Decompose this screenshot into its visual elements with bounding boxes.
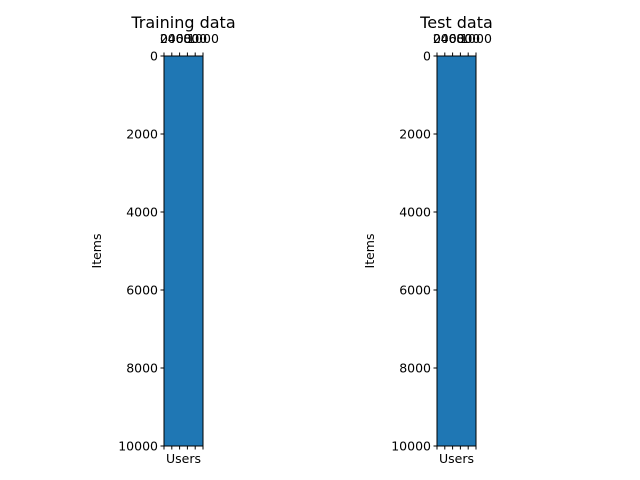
axes-frame	[163, 55, 204, 447]
y-tick-label: 0	[423, 49, 431, 64]
x-tick-label: 200	[160, 31, 184, 46]
y-axis-label: Items	[89, 234, 104, 269]
x-tick-label: 0	[433, 31, 441, 46]
y-tick-label: 6000	[399, 283, 431, 298]
y-tick-label: 2000	[399, 127, 431, 142]
y-tick-label: 2000	[126, 127, 158, 142]
x-tick-label: 600	[448, 31, 472, 46]
x-axis-label: Users	[166, 451, 201, 466]
y-tick-label: 8000	[126, 361, 158, 376]
y-tick-label: 0	[150, 49, 158, 64]
y-tick-label: 4000	[399, 205, 431, 220]
chart-title: Training data	[130, 13, 235, 32]
y-axis-label: Items	[362, 234, 377, 269]
y-tick-label: 10000	[118, 439, 158, 454]
matrix-image	[164, 56, 203, 446]
x-tick-label: 400	[168, 31, 192, 46]
x-tick-label: 1000	[460, 31, 492, 46]
subplot-2: 0 2000 4000 6000 8000 10000 02004006008001000T…	[362, 13, 493, 466]
x-axis-label: Users	[439, 451, 474, 466]
x-tick-label: 200	[433, 31, 457, 46]
chart-title: Test data	[419, 13, 493, 32]
y-tick-label: 8000	[399, 361, 431, 376]
x-tick-label: 400	[441, 31, 465, 46]
subplot-1: 0 2000 4000 6000 8000 10000 02004006008001000T…	[89, 13, 236, 466]
x-tick-label: 800	[456, 31, 480, 46]
matrix-image	[437, 56, 476, 446]
x-tick-label: 600	[175, 31, 199, 46]
y-tick-label: 4000	[126, 205, 158, 220]
axes-frame	[436, 55, 477, 447]
x-tick-label: 1000	[187, 31, 219, 46]
x-tick-label: 800	[183, 31, 207, 46]
x-tick-label: 0	[160, 31, 168, 46]
y-tick-label: 6000	[126, 283, 158, 298]
y-tick-label: 10000	[391, 439, 431, 454]
